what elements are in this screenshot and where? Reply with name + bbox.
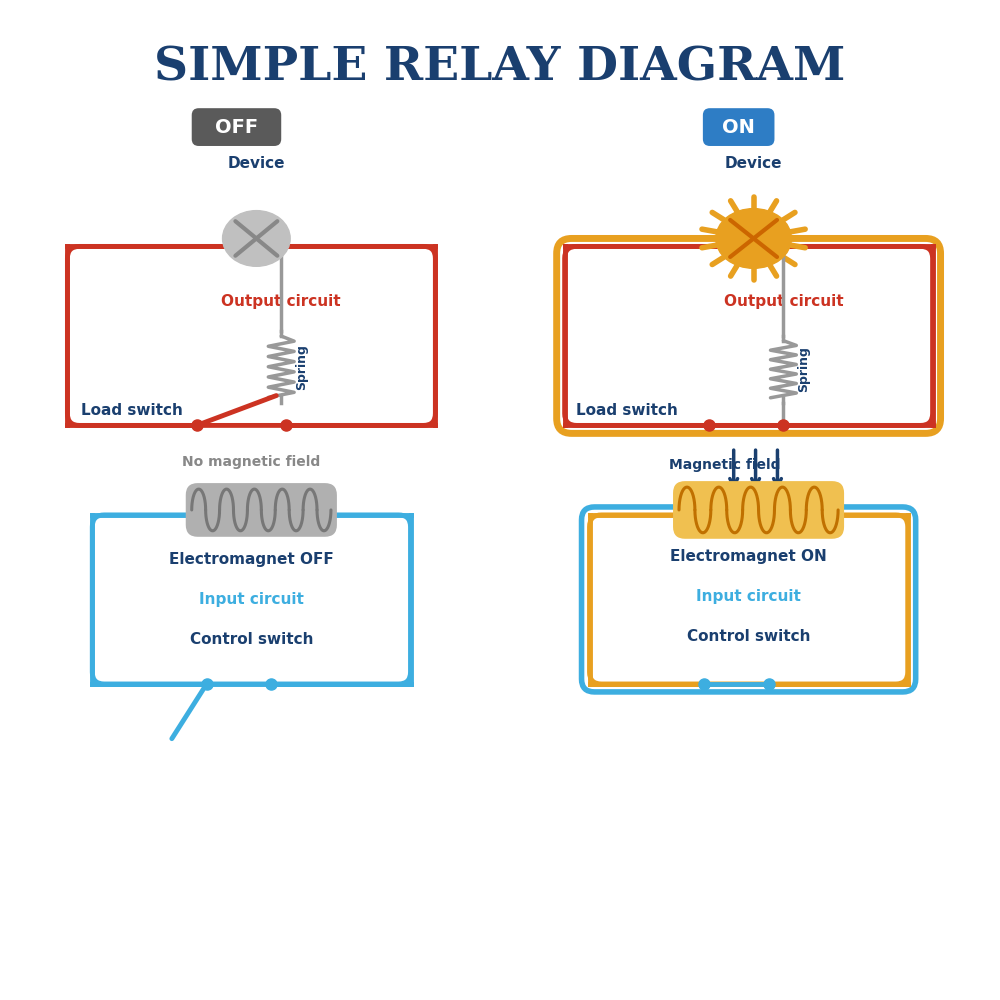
Ellipse shape bbox=[223, 211, 290, 266]
FancyBboxPatch shape bbox=[67, 246, 435, 425]
Text: Electromagnet OFF: Electromagnet OFF bbox=[169, 552, 334, 567]
Text: Device: Device bbox=[725, 156, 782, 171]
Text: Input circuit: Input circuit bbox=[199, 592, 304, 607]
Text: Magnetic field: Magnetic field bbox=[669, 458, 781, 472]
FancyBboxPatch shape bbox=[590, 515, 908, 684]
Text: Control switch: Control switch bbox=[190, 632, 313, 647]
Text: No magnetic field: No magnetic field bbox=[182, 455, 321, 469]
FancyBboxPatch shape bbox=[703, 108, 774, 146]
Text: OFF: OFF bbox=[215, 118, 258, 137]
Text: Load switch: Load switch bbox=[81, 403, 183, 418]
Text: Device: Device bbox=[228, 156, 285, 171]
Text: Input circuit: Input circuit bbox=[696, 589, 801, 604]
FancyBboxPatch shape bbox=[565, 246, 933, 425]
Text: Output circuit: Output circuit bbox=[724, 294, 843, 309]
Ellipse shape bbox=[716, 209, 791, 268]
Text: Spring: Spring bbox=[295, 344, 308, 390]
Text: Electromagnet ON: Electromagnet ON bbox=[670, 549, 827, 564]
Text: Output circuit: Output circuit bbox=[221, 294, 341, 309]
Text: Spring: Spring bbox=[797, 346, 810, 392]
FancyBboxPatch shape bbox=[92, 515, 411, 684]
FancyBboxPatch shape bbox=[673, 481, 844, 539]
Text: SIMPLE RELAY DIAGRAM: SIMPLE RELAY DIAGRAM bbox=[154, 44, 846, 90]
FancyBboxPatch shape bbox=[186, 483, 337, 537]
Text: Control switch: Control switch bbox=[687, 629, 810, 644]
FancyBboxPatch shape bbox=[192, 108, 281, 146]
Text: Load switch: Load switch bbox=[576, 403, 678, 418]
Text: ON: ON bbox=[722, 118, 755, 137]
